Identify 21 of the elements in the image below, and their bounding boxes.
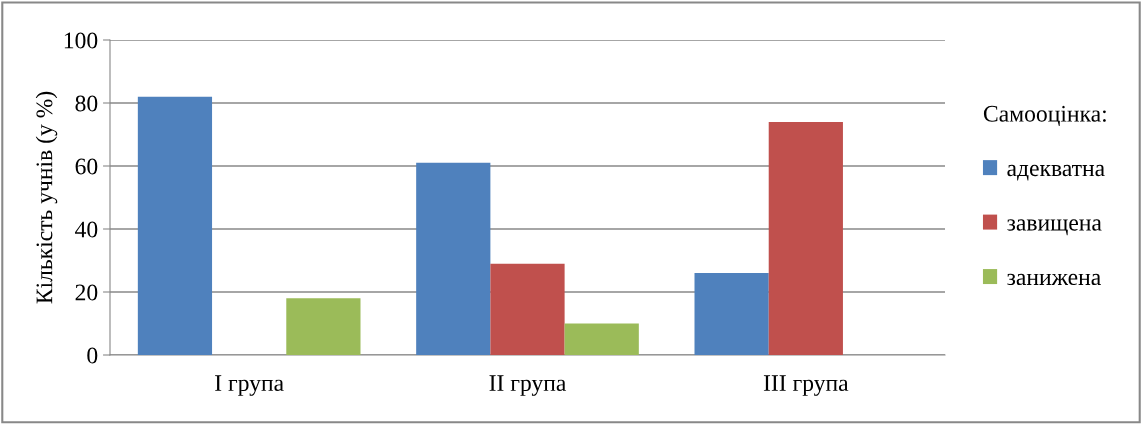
x-tick-label: I група [215, 375, 284, 396]
bar [490, 263, 565, 355]
legend-label: завищена [1007, 219, 1102, 236]
bar [286, 298, 361, 355]
legend-label: занижена [1007, 273, 1101, 286]
bar [694, 273, 769, 355]
legend-label: адекватна [1007, 164, 1105, 181]
y-axis-title: Кількість учнів (у %) [35, 91, 58, 304]
x-tick-label: III група [763, 375, 849, 396]
legend-title: Самооцінка: [983, 105, 1106, 127]
y-tick-label: 80 [75, 95, 98, 112]
bar [564, 323, 639, 355]
y-tick-label: 60 [75, 158, 98, 175]
x-tick-label: II група [489, 375, 567, 396]
bar [768, 121, 843, 355]
bar [137, 96, 213, 355]
y-tick-label: 20 [75, 284, 98, 301]
y-tick-label: 0 [87, 347, 98, 364]
bar [416, 162, 491, 355]
y-tick-label: 40 [75, 221, 98, 238]
y-tick-label: 100 [64, 32, 98, 49]
